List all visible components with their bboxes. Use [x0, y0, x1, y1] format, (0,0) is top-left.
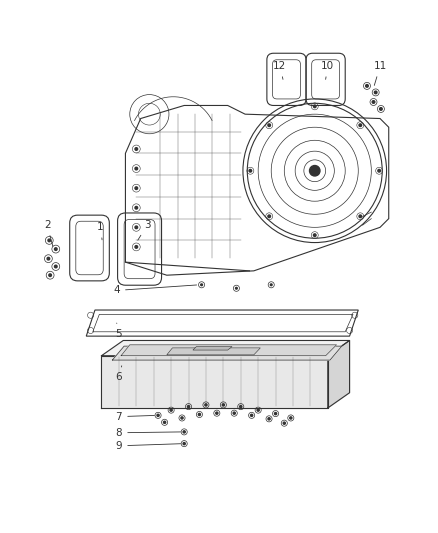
Circle shape — [205, 404, 207, 406]
Circle shape — [314, 234, 316, 237]
Circle shape — [275, 413, 277, 415]
Circle shape — [283, 422, 286, 424]
Polygon shape — [102, 356, 328, 408]
Circle shape — [54, 248, 57, 251]
Circle shape — [240, 406, 242, 408]
Circle shape — [54, 265, 57, 268]
Text: 11: 11 — [374, 61, 387, 85]
Circle shape — [181, 417, 183, 419]
Polygon shape — [193, 346, 232, 350]
Circle shape — [163, 421, 166, 423]
Circle shape — [290, 417, 292, 419]
Circle shape — [257, 409, 259, 411]
Text: 1: 1 — [97, 222, 104, 240]
Polygon shape — [167, 348, 260, 355]
Circle shape — [183, 431, 185, 433]
Polygon shape — [113, 346, 342, 360]
Circle shape — [380, 108, 382, 110]
Circle shape — [48, 239, 50, 241]
Circle shape — [251, 414, 253, 416]
Circle shape — [359, 124, 362, 126]
Text: 10: 10 — [321, 61, 334, 79]
Text: 6: 6 — [116, 366, 122, 383]
Circle shape — [236, 287, 237, 289]
Text: 4: 4 — [113, 285, 197, 295]
Circle shape — [49, 274, 51, 277]
Circle shape — [135, 187, 138, 189]
Circle shape — [157, 414, 159, 416]
Circle shape — [222, 404, 224, 406]
Circle shape — [135, 148, 138, 150]
Circle shape — [170, 409, 172, 411]
Circle shape — [270, 284, 272, 286]
Circle shape — [268, 418, 270, 420]
Text: 5: 5 — [116, 323, 122, 339]
Text: 3: 3 — [138, 220, 151, 240]
Circle shape — [135, 206, 138, 209]
Polygon shape — [328, 341, 350, 408]
Circle shape — [372, 101, 375, 103]
Circle shape — [135, 167, 138, 170]
Polygon shape — [102, 341, 350, 356]
Circle shape — [201, 284, 202, 286]
Circle shape — [268, 215, 271, 217]
Circle shape — [47, 257, 49, 260]
Text: 7: 7 — [116, 411, 155, 422]
Circle shape — [310, 166, 320, 176]
Text: 12: 12 — [273, 61, 286, 79]
Circle shape — [183, 442, 185, 445]
Circle shape — [366, 85, 368, 87]
Circle shape — [314, 105, 316, 108]
Circle shape — [374, 91, 377, 94]
Text: 9: 9 — [116, 441, 180, 451]
Circle shape — [135, 226, 138, 229]
Text: 8: 8 — [116, 428, 180, 438]
Circle shape — [216, 412, 218, 414]
Circle shape — [187, 406, 190, 408]
Circle shape — [198, 414, 201, 416]
Circle shape — [249, 169, 252, 172]
Circle shape — [268, 124, 271, 126]
Circle shape — [378, 169, 381, 172]
Circle shape — [233, 412, 235, 414]
Text: 2: 2 — [44, 220, 53, 246]
Circle shape — [359, 215, 362, 217]
Circle shape — [135, 246, 138, 248]
Polygon shape — [121, 345, 336, 356]
